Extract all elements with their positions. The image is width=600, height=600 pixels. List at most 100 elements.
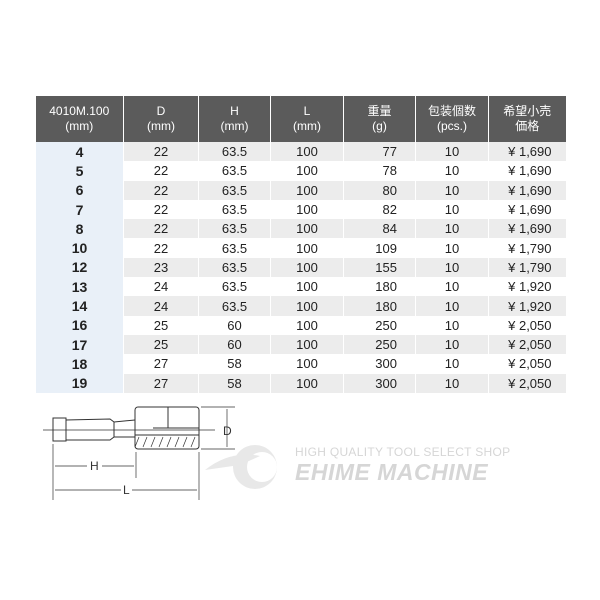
table-cell: 10: [415, 334, 489, 355]
column-header-line1: 包装個数: [427, 104, 476, 118]
table-cell: 10: [415, 142, 489, 162]
table-cell: 22: [123, 180, 199, 200]
table-cell: 13: [35, 277, 124, 297]
table-cell: 22: [123, 219, 199, 239]
spec-table: 4010M.100 (mm) D (mm) H (mm) L (mm) 重量 (g) 包装個数 (pc…: [35, 96, 566, 393]
table-cell: 24: [123, 277, 199, 297]
column-header-line1: 重量: [367, 104, 392, 118]
table-cell: ¥ 2,050: [488, 315, 566, 335]
table-cell: 63.5: [198, 161, 271, 181]
column-header-line2: 価格: [515, 119, 540, 133]
table-cell: 100: [270, 334, 344, 355]
table-cell: 180: [343, 277, 416, 297]
table-cell: 60: [198, 334, 271, 355]
column-header-line1: H: [230, 104, 239, 118]
table-cell: ¥ 1,790: [488, 238, 566, 258]
table-cell: 10: [415, 161, 489, 181]
table-cell: 63.5: [198, 296, 271, 316]
table-cell: 82: [343, 199, 416, 220]
table-cell: 100: [270, 315, 344, 335]
table-cell: 84: [343, 219, 416, 239]
table-cell: 10: [415, 373, 489, 393]
column-header-line2: (g): [372, 119, 387, 133]
table-cell: ¥ 2,050: [488, 373, 566, 393]
table-cell: 250: [343, 334, 416, 355]
table-cell: 100: [270, 354, 344, 374]
table-cell: 78: [343, 161, 416, 181]
socket-diagram: D H L: [43, 406, 235, 500]
table-row: 7 22 63.5 100 82 10 ¥ 1,690: [35, 199, 566, 220]
table-cell: 10: [415, 180, 489, 200]
table-cell: 100: [270, 257, 344, 278]
table-cell: 10: [415, 199, 489, 220]
table-cell: 5: [35, 161, 124, 181]
table-cell: 22: [123, 161, 199, 181]
table-cell: 100: [270, 142, 344, 162]
table-cell: ¥ 1,690: [488, 142, 566, 162]
table-row: 10 22 63.5 100 109 10 ¥ 1,790: [35, 238, 566, 258]
table-cell: ¥ 2,050: [488, 354, 566, 374]
table-row: 16 25 60 100 250 10 ¥ 2,050: [35, 315, 566, 335]
column-header-line1: D: [156, 104, 166, 118]
table-cell: 24: [123, 296, 199, 316]
table-cell: 63.5: [198, 277, 271, 297]
table-cell: 10: [35, 238, 124, 258]
table-row: 18 27 58 100 300 10 ¥ 2,050: [35, 354, 566, 374]
watermark-brand: EHIME MACHINE: [295, 459, 489, 485]
dimension-d-label: D: [223, 424, 232, 438]
column-header-line2: (mm): [65, 119, 94, 133]
table-row: 8 22 63.5 100 84 10 ¥ 1,690: [35, 219, 566, 239]
table-cell: 10: [415, 296, 489, 316]
table-cell: ¥ 2,050: [488, 334, 566, 355]
table-cell: 63.5: [198, 219, 271, 239]
table-cell: 80: [343, 180, 416, 200]
table-row: 6 22 63.5 100 80 10 ¥ 1,690: [35, 180, 566, 200]
table-cell: 10: [415, 354, 489, 374]
column-header: L (mm): [270, 96, 344, 142]
table-row: 12 23 63.5 100 155 10 ¥ 1,790: [35, 257, 566, 278]
table-cell: 10: [415, 219, 489, 239]
table-cell: 100: [270, 180, 344, 200]
table-cell: ¥ 1,690: [488, 161, 566, 181]
column-header: 4010M.100 (mm): [35, 96, 124, 142]
column-header: H (mm): [198, 96, 271, 142]
table-cell: 58: [198, 354, 271, 374]
table-cell: 63.5: [198, 199, 271, 220]
table-cell: 14: [35, 296, 124, 316]
table-row: 14 24 63.5 100 180 10 ¥ 1,920: [35, 296, 566, 316]
table-cell: 10: [415, 257, 489, 278]
table-header-row: 4010M.100 (mm) D (mm) H (mm) L (mm) 重量 (g) 包装個数 (pc…: [35, 96, 566, 142]
table-cell: 100: [270, 199, 344, 220]
table-cell: 63.5: [198, 180, 271, 200]
table-cell: 7: [35, 199, 124, 220]
column-header-line1: 希望小売: [503, 104, 552, 118]
table-cell: 10: [415, 238, 489, 258]
table-cell: 22: [123, 238, 199, 258]
table-cell: 23: [123, 257, 199, 278]
column-header-line2: (mm): [293, 119, 321, 133]
table-cell: 63.5: [198, 142, 271, 162]
table-row: 19 27 58 100 300 10 ¥ 2,050: [35, 373, 566, 393]
dimension-l-label: L: [123, 483, 130, 497]
table-cell: 100: [270, 161, 344, 181]
table-cell: 4: [35, 142, 124, 162]
column-header: D (mm): [123, 96, 199, 142]
table-cell: 63.5: [198, 238, 271, 258]
table-cell: 300: [343, 373, 416, 393]
table-cell: 109: [343, 238, 416, 258]
dimension-h-label: H: [90, 459, 99, 473]
table-cell: ¥ 1,920: [488, 296, 566, 316]
table-cell: 18: [35, 354, 124, 374]
table-cell: 100: [270, 296, 344, 316]
column-header-line2: (mm): [147, 119, 175, 133]
table-cell: 12: [35, 257, 124, 278]
table-cell: 77: [343, 142, 416, 162]
column-header-line2: (mm): [220, 119, 249, 133]
table-cell: 8: [35, 219, 124, 239]
column-header: 重量 (g): [343, 96, 416, 142]
watermark: HIGH QUALITY TOOL SELECT SHOP EHIME MACH…: [295, 445, 510, 486]
table-cell: 250: [343, 315, 416, 335]
watermark-tagline: HIGH QUALITY TOOL SELECT SHOP: [295, 445, 511, 459]
table-cell: 63.5: [198, 257, 271, 278]
table-cell: 27: [123, 373, 199, 393]
